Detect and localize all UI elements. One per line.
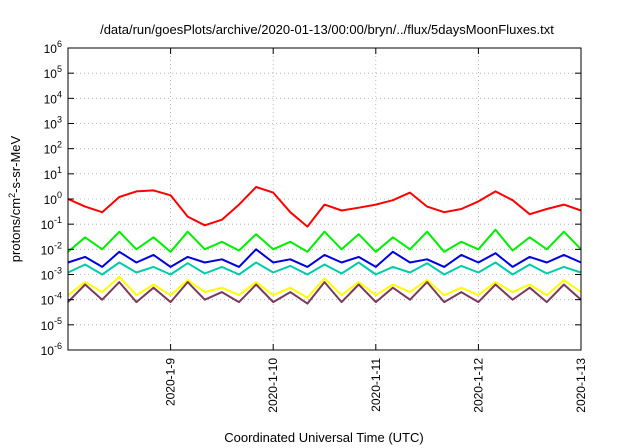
- y-tick-label: 102: [44, 140, 62, 157]
- series-line-2: [67, 228, 582, 253]
- series-line-6: [67, 281, 582, 305]
- x-tick-label: 2020-1-11: [369, 358, 383, 412]
- series-line-1: [67, 186, 582, 228]
- y-axis-label: protons/cm2-s-sr-MeV: [7, 135, 23, 262]
- y-tick-label: 10-1: [41, 215, 62, 232]
- x-axis: 2020-1-9 2020-1-10 2020-1-11 2020-1-12 2020-…: [164, 48, 588, 413]
- x-tick-label: 2020-1-9: [164, 358, 178, 406]
- y-tick-label: 104: [44, 89, 62, 106]
- y-tick-label: 101: [44, 165, 62, 182]
- x-axis-label: Coordinated Universal Time (UTC): [224, 430, 423, 445]
- y-axis-label-unit: -s-sr-MeV: [8, 135, 23, 192]
- y-tick-label: 10-4: [41, 291, 62, 308]
- y-tick-label: 105: [44, 64, 62, 81]
- y-axis: 10-6 10-5 10-4 10-3 10-2 10-1 100 101 102 103 104 1…: [41, 39, 581, 358]
- y-tick-label: 10-3: [41, 266, 62, 283]
- chart-title: /data/run/goesPlots/archive/2020-01-13/0…: [100, 22, 554, 37]
- series-layer: [67, 186, 582, 305]
- x-tick-label: 2020-1-13: [574, 358, 588, 413]
- y-tick-label: 10-2: [41, 240, 62, 257]
- y-axis-label-main: protons/cm: [8, 198, 23, 262]
- x-tick-label: 2020-1-10: [266, 358, 280, 413]
- x-tick-label: 2020-1-12: [471, 358, 485, 413]
- series-line-4: [67, 261, 582, 276]
- y-tick-label: 10-5: [41, 316, 62, 333]
- series-line-3: [67, 248, 582, 268]
- y-tick-label: 106: [44, 39, 62, 56]
- y-tick-label: 100: [44, 190, 62, 207]
- series-line-5: [67, 275, 582, 299]
- y-axis-label-superscript: 2: [7, 193, 17, 198]
- y-tick-label: 103: [44, 115, 62, 132]
- y-tick-label: 10-6: [41, 341, 62, 358]
